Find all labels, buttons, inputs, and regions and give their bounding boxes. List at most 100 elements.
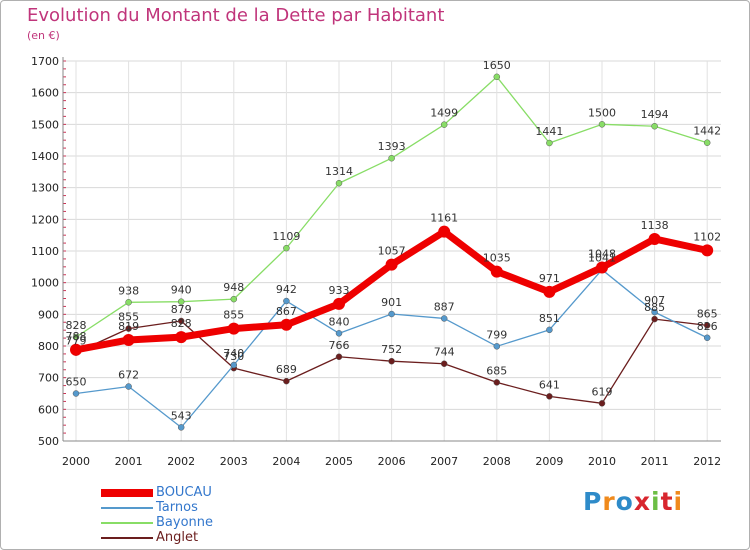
data-label-anglet: 619 (592, 385, 613, 398)
logo-letter: o (615, 487, 634, 516)
data-label-tarnos: 826 (697, 320, 718, 333)
legend-label: Anglet (156, 530, 199, 545)
data-label-boucau: 1048 (588, 247, 616, 260)
data-point-tarnos (230, 361, 238, 369)
data-point-boucau (175, 331, 188, 344)
legend-item-anglet: Anglet (101, 530, 301, 545)
data-label-tarnos: 799 (486, 328, 507, 341)
data-point-bayonne (335, 179, 343, 187)
x-tick-label: 2007 (430, 455, 458, 468)
y-tick-label: 1400 (31, 150, 59, 163)
data-label-tarnos: 650 (66, 376, 87, 389)
data-point-bayonne (598, 121, 606, 128)
data-point-boucau (280, 318, 293, 331)
data-label-anglet: 766 (329, 339, 350, 352)
data-label-boucau: 971 (539, 272, 560, 285)
data-point-bayonne (493, 73, 501, 81)
data-point-bayonne (72, 333, 80, 341)
legend: BOUCAU Tarnos Bayonne Anglet (101, 485, 301, 545)
data-point-bayonne (283, 244, 290, 252)
data-label-boucau: 1057 (378, 245, 406, 258)
data-point-boucau (333, 297, 345, 310)
legend-label: BOUCAU (156, 485, 212, 500)
x-tick-label: 2012 (693, 455, 721, 468)
chart-subtitle: (en €) (27, 29, 60, 42)
data-label-boucau: 828 (171, 317, 192, 330)
data-point-bayonne (125, 299, 132, 306)
legend-label: Tarnos (156, 500, 198, 515)
data-label-bayonne: 1109 (272, 230, 300, 243)
logo-letter: i (673, 487, 684, 516)
logo-letter: r (602, 487, 616, 516)
data-point-boucau (648, 232, 661, 245)
legend-item-boucau: BOUCAU (101, 485, 301, 500)
legend-swatch (101, 507, 153, 509)
data-label-boucau: 788 (66, 330, 87, 343)
y-tick-label: 1500 (31, 118, 59, 131)
data-point-bayonne (546, 139, 553, 147)
data-point-anglet (177, 317, 185, 325)
data-label-bayonne: 1442 (693, 125, 721, 138)
data-point-boucau (438, 225, 451, 238)
data-point-tarnos (388, 310, 395, 318)
data-label-tarnos: 907 (644, 294, 665, 307)
data-point-anglet (651, 315, 658, 323)
data-point-bayonne (651, 122, 658, 130)
data-label-anglet: 689 (276, 363, 297, 376)
x-tick-label: 2009 (535, 455, 563, 468)
data-point-boucau (227, 322, 240, 335)
data-label-anglet: 879 (171, 303, 192, 316)
y-tick-label: 700 (38, 372, 59, 385)
data-label-bayonne: 940 (171, 284, 192, 297)
data-label-anglet: 865 (697, 307, 718, 320)
axis-layer: 500 600 700 800 900 1000 1100 1200 1300 1400 1500 1… (31, 55, 721, 468)
data-label-tarnos: 543 (171, 409, 192, 422)
logo-letter: t (660, 487, 674, 516)
data-label-bayonne: 1314 (325, 165, 353, 178)
data-label-anglet: 730 (223, 350, 244, 363)
chart-title: Evolution du Montant de la Dette par Hab… (27, 5, 445, 26)
data-label-bayonne: 1494 (641, 108, 669, 121)
y-tick-label: 500 (38, 435, 59, 448)
data-label-anglet: 752 (381, 343, 402, 356)
data-point-boucau (596, 261, 608, 274)
data-point-tarnos (493, 343, 501, 350)
legend-swatch (101, 489, 153, 497)
grid-layer (63, 60, 721, 442)
data-label-bayonne: 1499 (430, 107, 458, 120)
data-point-tarnos (177, 424, 185, 431)
x-tick-label: 2004 (272, 455, 300, 468)
logo-letter: P (583, 487, 603, 516)
data-label-anglet: 779 (66, 335, 87, 348)
data-point-anglet (440, 360, 448, 367)
data-point-tarnos (283, 297, 290, 305)
data-point-bayonne (177, 298, 185, 305)
data-label-tarnos: 942 (276, 283, 297, 296)
data-point-bayonne (440, 121, 448, 128)
data-point-anglet (493, 379, 501, 386)
logo-letter: x (633, 487, 651, 516)
data-point-tarnos (125, 383, 132, 390)
data-point-tarnos (703, 334, 711, 342)
x-tick-label: 2002 (167, 455, 195, 468)
data-label-tarnos: 840 (329, 315, 350, 328)
data-point-boucau (701, 244, 714, 257)
proxiti-logo: Proxiti (583, 487, 683, 516)
data-label-anglet: 685 (486, 364, 507, 377)
data-point-anglet (388, 357, 395, 365)
data-label-boucau: 1161 (430, 212, 458, 225)
series-layer (70, 73, 714, 431)
data-label-anglet: 641 (539, 378, 560, 391)
data-label-boucau: 933 (329, 284, 350, 297)
y-tick-label: 600 (38, 403, 59, 416)
data-label-bayonne: 1650 (483, 59, 511, 72)
data-label-bayonne: 828 (66, 319, 87, 332)
data-point-tarnos (651, 308, 658, 316)
data-label-boucau: 1138 (641, 219, 669, 232)
legend-item-tarnos: Tarnos (101, 500, 301, 515)
data-label-bayonne: 1441 (535, 125, 563, 138)
x-tick-label: 2005 (325, 455, 353, 468)
data-label-boucau: 1102 (693, 230, 721, 243)
